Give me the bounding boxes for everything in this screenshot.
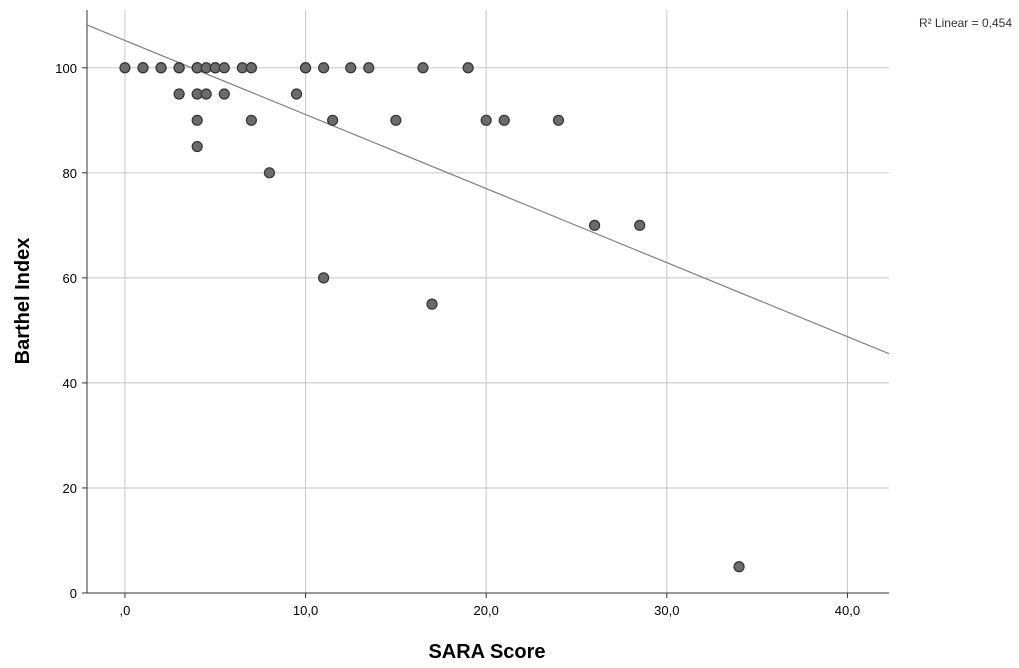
data-point (480, 114, 492, 126)
data-point (173, 88, 185, 100)
data-point (191, 114, 203, 126)
x-tick-label: 20,0 (474, 603, 499, 618)
horizontal-gridlines (87, 67, 889, 489)
x-axis-title: SARA Score (428, 641, 545, 663)
vertical-gridlines (124, 10, 848, 593)
y-tick-label: 40 (63, 376, 77, 391)
data-point (173, 62, 185, 74)
data-point (200, 88, 212, 100)
x-tick-label: 10,0 (293, 603, 318, 618)
data-point (588, 219, 601, 231)
fit-line (86, 24, 890, 355)
r2-linear-label: R² Linear = 0,454 (919, 16, 1012, 30)
x-tick-labels: ,0 10,0 20,0 30,0 40,0 (120, 593, 860, 618)
data-point (634, 219, 646, 231)
data-point (155, 62, 167, 74)
data-point (218, 62, 230, 74)
data-point (345, 62, 357, 74)
y-tick-label: 100 (55, 61, 77, 76)
data-point (318, 272, 330, 284)
data-point (426, 298, 438, 310)
data-point (498, 114, 510, 126)
data-point (417, 62, 429, 74)
y-tick-label: 20 (63, 481, 77, 496)
y-tick-label: 80 (63, 166, 77, 181)
data-point (290, 88, 303, 100)
data-point (119, 62, 131, 74)
data-point (245, 114, 257, 126)
data-point (318, 62, 330, 74)
fit-line-group (86, 24, 890, 355)
x-tick-label: 30,0 (654, 603, 679, 618)
x-tick-label: ,0 (120, 603, 131, 618)
y-tick-label: 0 (70, 586, 77, 601)
data-points (119, 62, 745, 573)
y-tick-labels: 0 20 40 60 80 100 (55, 61, 87, 601)
x-tick-label: 40,0 (835, 603, 860, 618)
data-point (462, 62, 474, 74)
data-point (245, 62, 257, 74)
y-tick-label: 60 (63, 271, 77, 286)
data-point (218, 88, 230, 100)
axes (86, 10, 889, 594)
data-point (327, 114, 339, 126)
data-point (552, 114, 565, 126)
data-point (299, 62, 312, 74)
data-point (263, 167, 276, 179)
data-point (733, 561, 745, 573)
data-point (137, 62, 149, 74)
data-point (390, 114, 402, 126)
data-point (191, 140, 203, 153)
y-axis-title: Barthel Index (12, 238, 34, 365)
data-point (363, 62, 375, 74)
